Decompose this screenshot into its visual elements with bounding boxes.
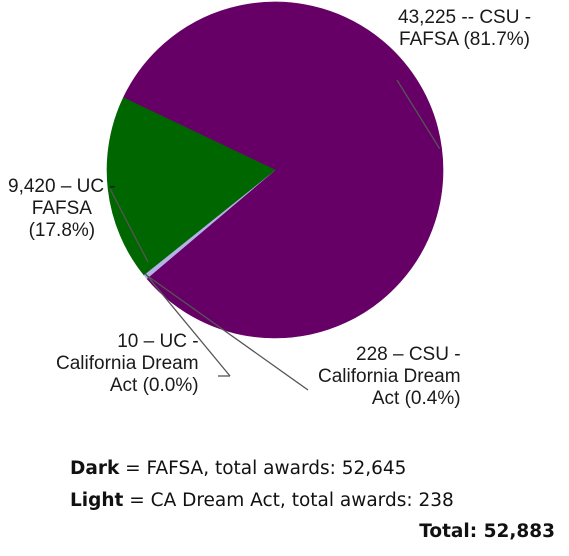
slice-label-uc-fafsa: 9,420 – UC - FAFSA (17.8%) — [8, 176, 116, 241]
legend-fafsa-text: = FAFSA, total awards: 52,645 — [119, 458, 407, 479]
total-awards: Total: 52,883 — [419, 521, 555, 542]
legend-dream-act-text: = CA Dream Act, total awards: 238 — [123, 490, 454, 511]
slice-label-csu-dream-act: 228 – CSU - California Dream Act (0.4%) — [318, 344, 461, 409]
slice-uc-fafsa — [106, 97, 276, 276]
leader-csu-fafsa — [396, 79, 441, 150]
leader-uc-fafsa — [109, 188, 149, 263]
legend-fafsa-key: Dark — [70, 458, 120, 479]
legend-dream-act-key: Light — [70, 490, 124, 511]
legend-item-dream-act: Light = CA Dream Act, total awards: 238 — [70, 490, 454, 511]
slice-label-csu-fafsa: 43,225 -- CSU - FAFSA (81.7%) — [398, 7, 532, 50]
legend-item-fafsa: Dark = FAFSA, total awards: 52,645 — [70, 458, 406, 479]
leader-csu-dream-act — [146, 274, 309, 391]
pie-chart — [106, 1, 444, 391]
slice-csu-fafsa — [122, 1, 444, 339]
slice-label-uc-dream-act: 10 – UC - California Dream Act (0.0%) — [56, 331, 199, 396]
leader-uc-dream-act — [144, 273, 231, 377]
